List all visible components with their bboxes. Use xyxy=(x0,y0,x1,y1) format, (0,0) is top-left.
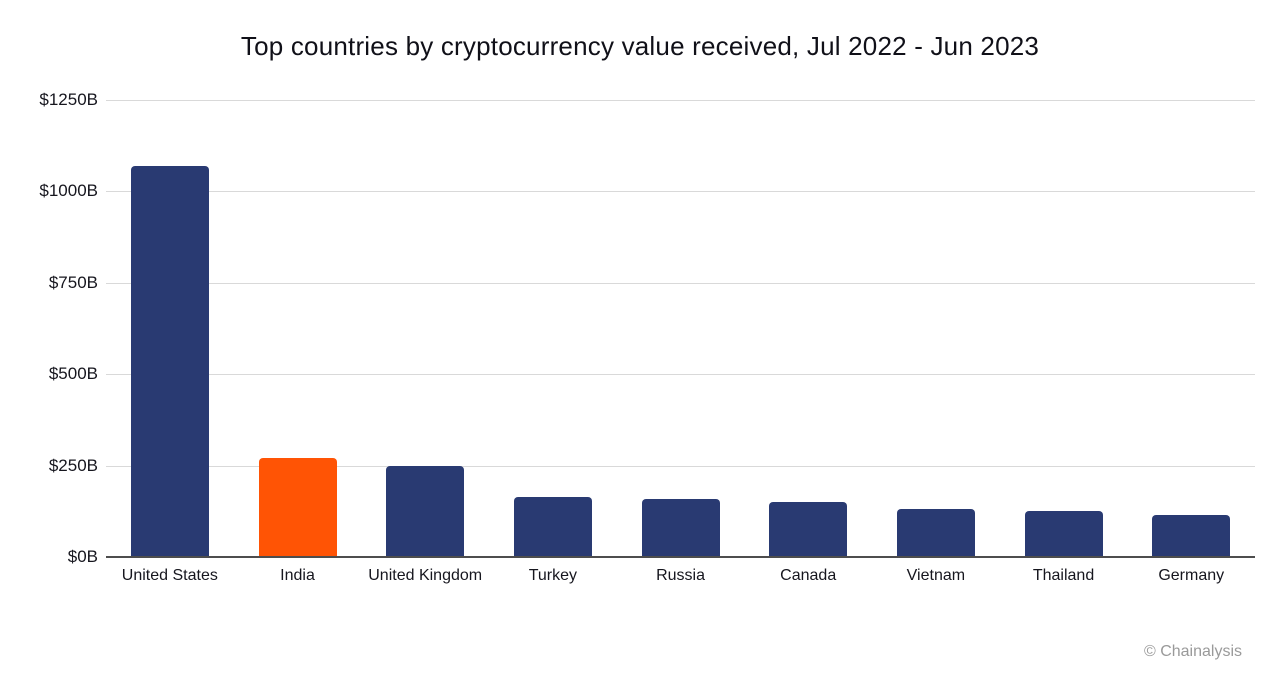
plot-area xyxy=(106,100,1255,558)
gridline xyxy=(106,465,1255,467)
bar-slot xyxy=(1127,100,1255,557)
y-tick-label: $1000B xyxy=(39,181,98,201)
bar-slot xyxy=(1000,100,1128,557)
x-tick-label: Vietnam xyxy=(906,567,966,584)
gridline xyxy=(106,282,1255,284)
x-tick-label: United States xyxy=(121,567,218,584)
y-tick-label: $1250B xyxy=(39,90,98,109)
gridline xyxy=(106,374,1255,376)
bar-india xyxy=(258,458,337,557)
x-tick-label: United Kingdom xyxy=(368,567,483,584)
bar-slot xyxy=(872,100,1000,557)
x-tick-label: Turkey xyxy=(528,567,577,584)
bar-united-states xyxy=(130,165,209,557)
bar-slot xyxy=(361,100,489,557)
attribution-text: © Chainalysis xyxy=(1143,643,1242,660)
bar-slot xyxy=(489,100,617,557)
bars xyxy=(106,100,1255,557)
x-tick-label: Germany xyxy=(1158,567,1225,584)
y-tick-label: $500B xyxy=(48,364,98,384)
y-tick-label: $250B xyxy=(48,455,98,475)
x-tick-label: Thailand xyxy=(1032,567,1095,584)
y-tick-label: $0B xyxy=(67,547,98,566)
bar-russia xyxy=(641,498,720,557)
bar-thailand xyxy=(1024,511,1103,557)
bar-slot xyxy=(617,100,745,557)
y-tick-label: $750B xyxy=(48,272,98,292)
bar-vietnam xyxy=(896,509,975,557)
gridline xyxy=(106,100,1255,101)
gridline xyxy=(106,191,1255,193)
x-tick-label: Canada xyxy=(780,567,837,584)
x-axis-labels: United States India United Kingdom Turkey Ru… xyxy=(106,567,1255,585)
bar-slot xyxy=(234,100,362,557)
chart-title: Top countries by cryptocurrency value re… xyxy=(240,31,1040,61)
x-tick-label: India xyxy=(280,567,315,584)
x-axis-line xyxy=(106,556,1255,558)
bar-slot xyxy=(106,100,234,557)
bar-turkey xyxy=(513,496,592,557)
x-tick-label: Russia xyxy=(656,567,705,584)
bar-slot xyxy=(744,100,872,557)
bar-germany xyxy=(1152,514,1231,557)
bar-canada xyxy=(769,502,848,557)
bar-united-kingdom xyxy=(386,465,465,557)
